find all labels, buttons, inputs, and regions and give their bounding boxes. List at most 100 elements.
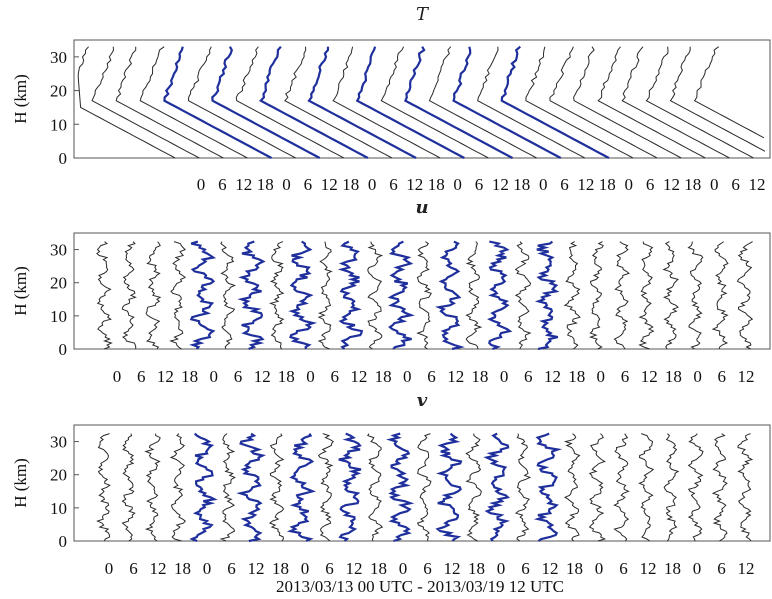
x-tick-label: 0	[282, 175, 291, 194]
profiles-u	[96, 240, 754, 351]
x-tick-label: 0	[197, 175, 206, 194]
profile-line-u-9	[317, 241, 333, 350]
profile-line-t-14	[404, 46, 514, 159]
x-tick-label: 0	[710, 175, 719, 194]
y-tick-label: 20	[50, 466, 67, 485]
x-tick-label: 12	[663, 175, 680, 194]
profile-line-v-1	[121, 433, 136, 542]
x-tick-label: 18	[181, 367, 198, 386]
y-axis-label-u: H (km)	[11, 266, 30, 316]
y-tick-label: 20	[50, 274, 67, 293]
x-tick-label: 0	[368, 175, 377, 194]
y-tick-label: 20	[50, 82, 67, 101]
x-tick-label: 18	[428, 175, 445, 194]
x-tick-label: 12	[749, 175, 766, 194]
x-tick-label: 0	[399, 559, 408, 578]
y-axis-label-v: H (km)	[11, 458, 30, 508]
profile-line-u-2	[145, 241, 162, 350]
y-tick-label: 10	[50, 307, 67, 326]
x-tick-label: 12	[235, 175, 252, 194]
profile-line-v-9	[317, 433, 334, 542]
x-tick-label: 0	[403, 367, 412, 386]
profile-line-v-11	[367, 433, 384, 542]
x-tick-label: 0	[210, 367, 219, 386]
profile-line-u-10	[337, 240, 364, 350]
profile-line-t-6	[211, 46, 321, 159]
x-tick-label: 0	[453, 175, 462, 194]
y-tick-label: 0	[59, 532, 68, 551]
profile-line-u-16	[487, 240, 513, 351]
profile-line-v-6	[236, 432, 267, 543]
profile-line-u-1	[121, 241, 137, 350]
x-tick-label: 6	[521, 559, 530, 578]
profile-line-u-7	[269, 241, 285, 350]
x-tick-label: 0	[693, 559, 702, 578]
panel-title-t: T	[416, 4, 430, 25]
x-tick-label: 18	[568, 367, 585, 386]
profile-line-v-21	[613, 433, 630, 542]
profile-line-t-15	[428, 46, 537, 159]
x-axis-label: 2013/03/13 00 UTC - 2013/03/19 12 UTC	[276, 577, 564, 596]
y-tick-label: 30	[50, 48, 67, 67]
profile-line-u-5	[220, 241, 236, 350]
panel-title-v: v	[417, 390, 428, 411]
profile-line-u-18	[534, 240, 560, 351]
profile-line-v-13	[416, 433, 432, 542]
x-tick-label: 18	[471, 367, 488, 386]
x-tick-label: 6	[475, 175, 484, 194]
x-tick-label: 0	[497, 559, 506, 578]
profile-line-v-7	[268, 433, 285, 542]
x-tick-label: 18	[684, 175, 701, 194]
x-tick-label: 12	[641, 367, 658, 386]
x-tick-label: 6	[325, 559, 334, 578]
x-tick-label: 6	[227, 559, 236, 578]
profile-line-u-24	[687, 241, 704, 350]
profile-line-t-23	[621, 46, 730, 159]
y-axis-label-t: H (km)	[11, 74, 30, 124]
x-tick-label: 18	[513, 175, 530, 194]
x-tick-label: 12	[738, 367, 755, 386]
profile-line-v-24	[687, 433, 704, 542]
plot-frame-v	[73, 424, 771, 542]
x-tick-label: 12	[157, 367, 174, 386]
profile-line-v-23	[663, 433, 680, 542]
profile-line-u-26	[736, 241, 754, 350]
x-tick-label: 12	[544, 367, 561, 386]
profile-line-v-22	[638, 433, 655, 542]
x-tick-label: 12	[492, 175, 509, 194]
x-tick-label: 6	[524, 367, 533, 386]
profile-line-u-20	[588, 241, 604, 350]
x-tick-label: 18	[375, 367, 392, 386]
x-tick-label: 12	[254, 367, 271, 386]
x-tick-label: 6	[621, 367, 630, 386]
profiles-t	[77, 45, 766, 159]
y-tick-label: 0	[59, 149, 68, 168]
x-tick-label: 12	[444, 559, 461, 578]
x-tick-label: 0	[203, 559, 212, 578]
profile-line-t-7	[235, 46, 345, 159]
profile-line-u-6	[237, 240, 266, 351]
x-tick-label: 12	[350, 367, 367, 386]
profile-line-u-21	[613, 241, 631, 350]
profile-line-u-3	[169, 241, 187, 350]
x-tick-label: 12	[248, 559, 265, 578]
profile-line-v-10	[338, 432, 362, 542]
profile-line-t-17	[477, 46, 586, 159]
profile-line-u-19	[563, 241, 581, 350]
x-tick-label: 6	[129, 559, 138, 578]
x-tick-label: 18	[566, 559, 583, 578]
x-ticks-u: 0 6 12 18 0 6 12 18 0 6 12 18 0 6 12 18 0 6 12 18 0 6 12 18 0 6 12	[113, 367, 755, 386]
panel-title-u: u	[415, 197, 428, 218]
x-tick-label: 18	[664, 559, 681, 578]
profile-line-u-4	[189, 240, 217, 350]
x-tick-label: 18	[665, 367, 682, 386]
x-tick-label: 6	[718, 367, 727, 386]
x-tick-label: 0	[597, 367, 606, 386]
profile-line-t-3	[139, 46, 248, 159]
y-ticks-u: 0 10 20 30	[50, 241, 79, 359]
x-tick-label: 0	[595, 559, 604, 578]
profile-line-u-13	[416, 241, 432, 350]
profile-line-t-4	[163, 46, 273, 159]
